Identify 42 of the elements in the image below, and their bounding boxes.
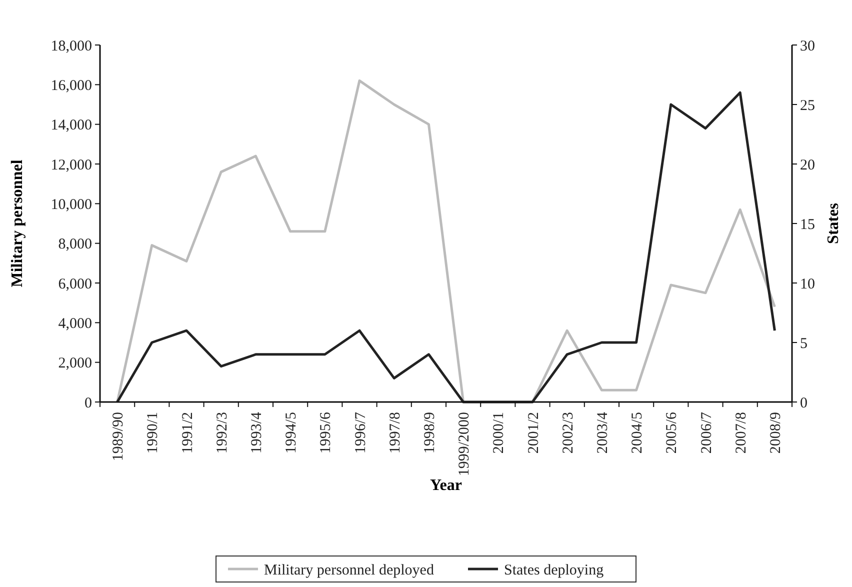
y2-axis-title: States bbox=[825, 203, 842, 244]
x-tick-label: 1998/9 bbox=[422, 412, 438, 454]
x-tick-label: 1990/1 bbox=[145, 412, 162, 454]
legend-label: States deploying bbox=[504, 562, 604, 578]
y-tick-label: 4,000 bbox=[58, 316, 92, 332]
x-tick-label: 1995/6 bbox=[318, 412, 334, 454]
x-tick-label: 2003/4 bbox=[594, 412, 611, 454]
y-tick-label: 10,000 bbox=[50, 196, 92, 213]
y-tick-label: 12,000 bbox=[50, 157, 92, 174]
x-tick-label: 1994/5 bbox=[284, 412, 300, 454]
y-tick-label: 6,000 bbox=[58, 276, 92, 292]
y-tick-label: 0 bbox=[84, 395, 92, 412]
x-tick-label: 1997/8 bbox=[387, 412, 404, 454]
y2-tick-label: 15 bbox=[800, 216, 815, 233]
y2-tick-label: 10 bbox=[800, 276, 815, 292]
x-tick-label: 1992/3 bbox=[214, 412, 230, 454]
y-tick-label: 16,000 bbox=[50, 78, 92, 94]
y-axis-title: Military personnel bbox=[9, 159, 26, 288]
y-tick-label: 2,000 bbox=[58, 356, 92, 372]
x-tick-label: 1993/4 bbox=[248, 412, 265, 454]
y2-tick-label: 5 bbox=[800, 336, 808, 352]
x-tick-label: 1991/2 bbox=[180, 412, 196, 454]
y-tick-label: 18,000 bbox=[50, 38, 92, 54]
x-tick-label: 1989/90 bbox=[110, 412, 127, 462]
x-tick-label: 2005/6 bbox=[664, 412, 680, 454]
x-tick-label: 2001/2 bbox=[526, 412, 542, 454]
y-tick-label: 14,000 bbox=[50, 118, 92, 134]
x-axis-title: Year bbox=[430, 477, 462, 494]
x-tick-label: 1996/7 bbox=[352, 412, 369, 454]
x-tick-label: 2008/9 bbox=[768, 412, 784, 454]
x-tick-label: 2006/7 bbox=[698, 412, 715, 454]
x-tick-label: 2000/1 bbox=[491, 412, 508, 454]
x-tick-label: 2002/3 bbox=[560, 412, 576, 454]
y2-tick-label: 0 bbox=[800, 395, 808, 412]
y-tick-label: 8,000 bbox=[58, 236, 92, 253]
x-tick-label: 1999/2000 bbox=[456, 412, 473, 476]
y2-tick-label: 30 bbox=[800, 38, 815, 54]
x-tick-label: 2004/5 bbox=[630, 412, 646, 454]
x-tick-label: 2007/8 bbox=[733, 412, 750, 454]
y2-tick-label: 25 bbox=[800, 98, 815, 114]
legend-label: Military personnel deployed bbox=[264, 562, 434, 578]
y2-tick-label: 20 bbox=[800, 157, 815, 174]
